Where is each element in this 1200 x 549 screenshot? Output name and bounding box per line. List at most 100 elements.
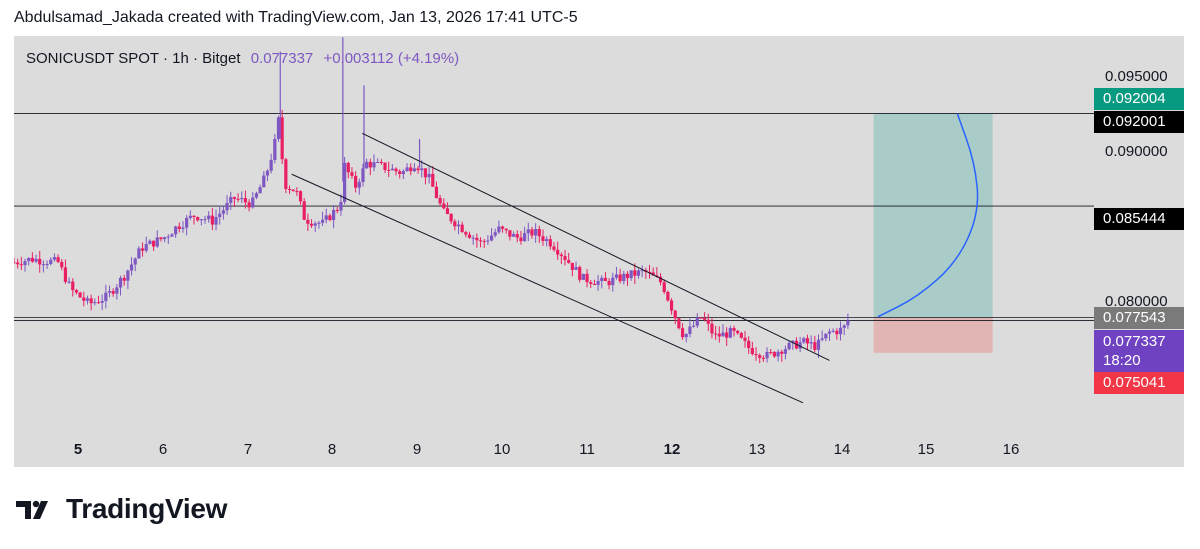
candle-body [500,226,505,229]
candle-body [453,221,457,227]
candle-body [214,217,218,225]
candle-body [725,332,729,338]
x-tick-label: 8 [327,441,337,458]
candle-body [541,236,545,241]
price-chart[interactable] [14,36,1184,467]
candle-body [640,270,644,272]
candle-body [56,257,60,262]
tradingview-logo[interactable]: TradingView [16,493,227,525]
candle-body [523,233,527,242]
candle-body [633,270,637,276]
candle-body [592,283,597,285]
candle-body [401,171,405,175]
candle-body [350,172,354,176]
candle-body [306,219,310,224]
candle-body [82,297,86,301]
candle-body [611,277,615,286]
level-price-label: 0.085444 [1094,208,1184,230]
candle-body [603,277,608,282]
stop-zone [873,317,993,353]
candle-body [511,234,516,237]
candle-body [346,162,350,173]
stop-price-label: 0.075041 [1094,372,1184,394]
candle-body [368,161,372,168]
candle-body [798,342,802,349]
candle-body [677,318,681,329]
candle-body [129,264,134,271]
candle-body [471,237,475,239]
candle-body [331,209,336,221]
candle-body [699,317,703,319]
candle-body [221,210,225,214]
chart-panel[interactable]: SONICUSDT SPOT · 1h · Bitget 0.077337 +0… [14,36,1184,467]
candle-body [354,175,358,188]
candle-body [390,168,394,171]
candle-body [835,330,839,335]
target-price-label: 0.092004 [1094,88,1184,110]
candle-body [34,258,38,262]
candle-body [287,188,292,190]
level-price-label: 0.092001 [1094,111,1184,133]
candle-body [574,267,578,270]
candle-body [276,117,281,139]
candle-body [107,291,112,293]
candle-body [174,226,178,235]
candle-body [49,259,53,265]
candle-body [251,197,255,208]
trendline [362,132,830,361]
candle-body [581,273,585,280]
candle-body [229,197,233,203]
candle-body [63,267,68,282]
candle-body [126,270,130,281]
candle-body [691,325,696,327]
candle-body [438,197,442,204]
candle-body [706,319,710,324]
candle-body [67,281,71,283]
candle-body [710,323,714,334]
candle-body [831,330,835,332]
candle-body [52,257,57,260]
candle-body [254,193,259,198]
candle-body [739,333,743,338]
candle-body [394,168,398,172]
candle-body [361,168,365,183]
chart-attribution: Abdulsamad_Jakada created with TradingVi… [14,9,578,26]
candle-body [515,234,519,238]
candle-body [662,282,666,292]
candle-body [445,208,450,214]
candle-body [559,254,563,257]
candle-body [177,226,181,229]
candle-body [309,223,314,226]
candle-body [475,237,479,241]
candle-body [280,117,284,160]
candle-body [563,256,567,261]
candle-body [813,342,817,350]
candle-body [805,338,810,344]
candle-body [442,203,446,209]
candle-body [666,291,670,301]
candle-body [181,227,185,229]
candle-body [412,168,417,172]
candle-body [703,317,707,320]
candle-body [313,223,317,226]
candle-body [122,277,126,281]
symbol-legend: SONICUSDT SPOT · 1h · Bitget 0.077337 +0… [26,50,459,67]
candle-body [478,240,483,242]
candle-body [456,224,461,227]
candle-body [19,264,23,266]
candle-body [151,240,156,247]
symbol-label: SONICUSDT SPOT · 1h · Bitget [26,50,241,67]
candle-body [842,325,846,328]
candle-body [754,354,758,356]
candle-body [23,261,27,266]
candle-body [265,170,270,176]
candle-body [115,287,119,294]
candle-body [159,237,163,240]
x-tick-label: 11 [579,441,595,458]
x-tick-label: 6 [158,441,168,458]
x-tick-label: 13 [748,441,766,458]
projection-curve [877,113,979,318]
candle-body [27,257,31,262]
candle-body [133,258,137,265]
candle-body [16,262,20,265]
